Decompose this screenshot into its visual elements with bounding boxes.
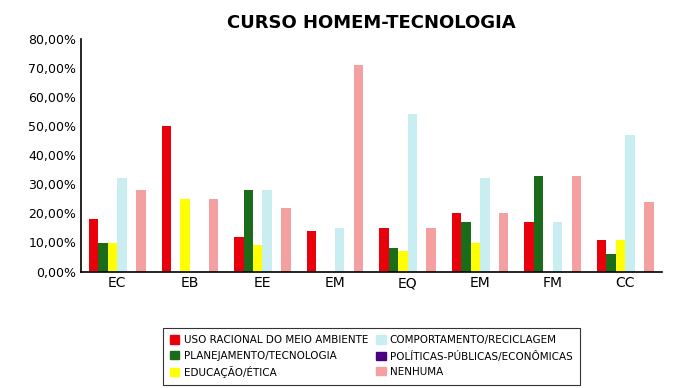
Bar bbox=[281, 208, 291, 272]
Bar bbox=[253, 246, 263, 272]
Bar bbox=[180, 199, 190, 272]
Bar bbox=[108, 242, 117, 272]
Title: CURSO HOMEM-TECNOLOGIA: CURSO HOMEM-TECNOLOGIA bbox=[227, 14, 516, 32]
Bar bbox=[209, 199, 218, 272]
Bar bbox=[117, 178, 127, 272]
Bar bbox=[354, 65, 363, 272]
Bar bbox=[379, 228, 389, 272]
Bar bbox=[161, 126, 171, 272]
Bar bbox=[389, 248, 398, 272]
Bar bbox=[452, 213, 461, 272]
Bar bbox=[89, 219, 99, 272]
Bar bbox=[524, 222, 534, 272]
Bar bbox=[335, 228, 344, 272]
Bar bbox=[244, 190, 253, 272]
Bar bbox=[606, 254, 616, 272]
Bar bbox=[572, 175, 581, 272]
Bar bbox=[263, 190, 272, 272]
Bar bbox=[625, 135, 634, 272]
Legend: USO RACIONAL DO MEIO AMBIENTE, PLANEJAMENTO/TECNOLOGIA, EDUCAÇÃO/ÉTICA, COMPORTA: USO RACIONAL DO MEIO AMBIENTE, PLANEJAME… bbox=[163, 328, 580, 385]
Bar bbox=[234, 237, 244, 272]
Bar bbox=[306, 231, 316, 272]
Bar bbox=[644, 202, 653, 272]
Bar bbox=[99, 242, 108, 272]
Bar bbox=[408, 114, 417, 272]
Bar bbox=[461, 222, 470, 272]
Bar bbox=[553, 222, 562, 272]
Bar bbox=[398, 251, 408, 272]
Bar bbox=[480, 178, 489, 272]
Bar bbox=[534, 175, 543, 272]
Bar bbox=[470, 242, 480, 272]
Bar bbox=[136, 190, 146, 272]
Bar bbox=[427, 228, 436, 272]
Bar bbox=[597, 239, 606, 272]
Bar bbox=[616, 239, 625, 272]
Bar bbox=[499, 213, 508, 272]
